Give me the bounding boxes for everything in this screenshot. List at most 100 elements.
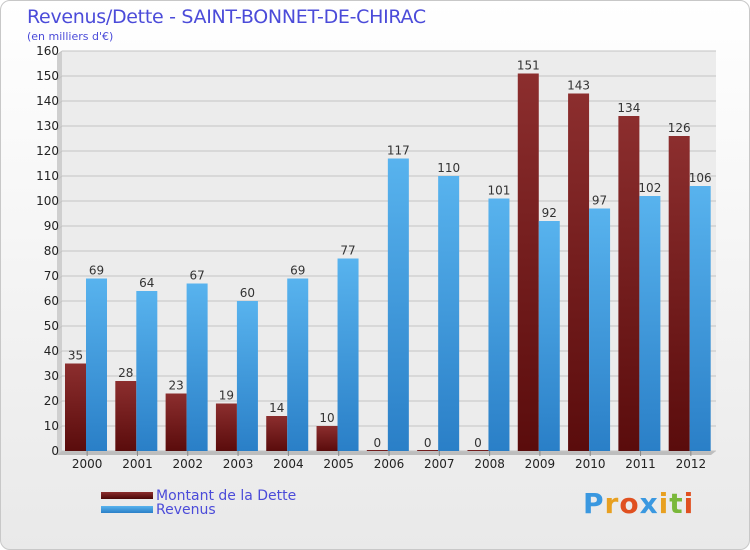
y-tick-label: 0 (51, 444, 59, 458)
bar-revenus (538, 221, 560, 451)
y-tick-label: 40 (44, 344, 59, 358)
x-tick-label: 2006 (374, 457, 405, 471)
gridline-depth (56, 75, 63, 81)
data-label: 97 (592, 194, 607, 208)
data-label: 35 (68, 349, 83, 363)
y-tick-label: 140 (36, 94, 59, 108)
x-tick-label: 2000 (72, 457, 103, 471)
bar-revenus (337, 258, 359, 451)
y-tick-label: 130 (36, 119, 59, 133)
logo-letter: t (669, 487, 684, 520)
plot-depth-bottom (57, 451, 716, 455)
y-tick-label: 10 (44, 419, 59, 433)
bar-revenus (488, 198, 510, 451)
y-tick-label: 70 (44, 269, 59, 283)
y-tick-label: 50 (44, 319, 59, 333)
gridline-depth (56, 300, 63, 306)
bar-dette (165, 393, 187, 451)
gridline-depth (56, 375, 63, 381)
data-label: 92 (542, 206, 557, 220)
gridline-depth (56, 175, 63, 181)
logo-letter: i (683, 487, 695, 520)
bar-dette (115, 381, 137, 451)
y-tick-label: 80 (44, 244, 59, 258)
gridline-depth (56, 150, 63, 156)
y-tick-label: 30 (44, 369, 59, 383)
logo-letter: x (639, 487, 659, 520)
data-label: 0 (424, 436, 432, 450)
y-tick-label: 150 (36, 69, 59, 83)
gridline-depth (56, 100, 63, 106)
x-tick-label: 2005 (323, 457, 354, 471)
data-label: 117 (387, 144, 410, 158)
bar-dette (65, 363, 86, 451)
data-label: 19 (219, 389, 234, 403)
bar-revenus (186, 283, 208, 451)
bar-dette (517, 73, 539, 451)
gridline-depth (56, 250, 63, 256)
data-label: 14 (269, 401, 284, 415)
gridline-depth (56, 275, 63, 281)
bar-revenus (387, 158, 409, 451)
data-label: 10 (319, 411, 334, 425)
logo-letter: P (583, 487, 605, 520)
gridline-depth (56, 50, 63, 56)
data-label: 126 (668, 121, 691, 135)
data-label: 101 (488, 184, 511, 198)
gridline-depth (56, 125, 63, 131)
bar-dette (618, 116, 640, 451)
bar-dette (668, 136, 690, 451)
logo-letter: i (658, 487, 670, 520)
chart-title: Revenus/Dette - SAINT-BONNET-DE-CHIRAC (27, 6, 426, 28)
gridline-depth (56, 425, 63, 431)
y-tick-label: 160 (36, 44, 59, 58)
gridline-depth (56, 325, 63, 331)
x-tick-label: 2007 (424, 457, 455, 471)
data-label: 151 (517, 59, 540, 73)
x-tick-label: 2008 (474, 457, 505, 471)
bar-dette (417, 450, 439, 451)
data-label: 143 (567, 79, 590, 93)
chart-subtitle: (en milliers d'€) (27, 30, 114, 43)
bar-dette (366, 450, 388, 451)
data-label: 110 (437, 161, 460, 175)
gridline-depth (56, 225, 63, 231)
legend-label-dette: Montant de la Dette (156, 488, 297, 504)
gridline-depth (56, 400, 63, 406)
bar-revenus (136, 291, 158, 451)
x-tick-label: 2004 (273, 457, 304, 471)
data-label: 60 (240, 286, 255, 300)
data-label: 0 (474, 436, 482, 450)
y-tick-label: 90 (44, 219, 59, 233)
legend-swatch-revenus (101, 506, 153, 513)
data-label: 134 (617, 101, 640, 115)
data-label: 69 (290, 264, 305, 278)
gridline-depth (56, 450, 63, 456)
data-label: 77 (340, 244, 355, 258)
bar-revenus (438, 176, 460, 451)
x-tick-label: 2012 (676, 457, 707, 471)
bar-dette (215, 403, 237, 451)
bar-revenus (639, 196, 661, 451)
data-label: 64 (139, 276, 154, 290)
x-tick-label: 2010 (575, 457, 606, 471)
y-tick-label: 60 (44, 294, 59, 308)
bar-revenus (287, 278, 309, 451)
y-tick-label: 100 (36, 194, 59, 208)
bar-revenus (689, 186, 711, 451)
bar-revenus (589, 208, 611, 451)
y-tick-label: 110 (36, 169, 59, 183)
data-label: 69 (89, 264, 104, 278)
bar-revenus (236, 301, 258, 451)
proxiti-logo: Proxiti (583, 487, 694, 520)
bar-revenus (86, 278, 107, 451)
x-tick-label: 2009 (525, 457, 556, 471)
x-tick-label: 2002 (172, 457, 203, 471)
bar-dette (568, 93, 590, 451)
data-label: 28 (118, 366, 133, 380)
logo-letter: r (604, 487, 620, 520)
bar-dette (316, 426, 338, 451)
x-tick-label: 2001 (122, 457, 153, 471)
